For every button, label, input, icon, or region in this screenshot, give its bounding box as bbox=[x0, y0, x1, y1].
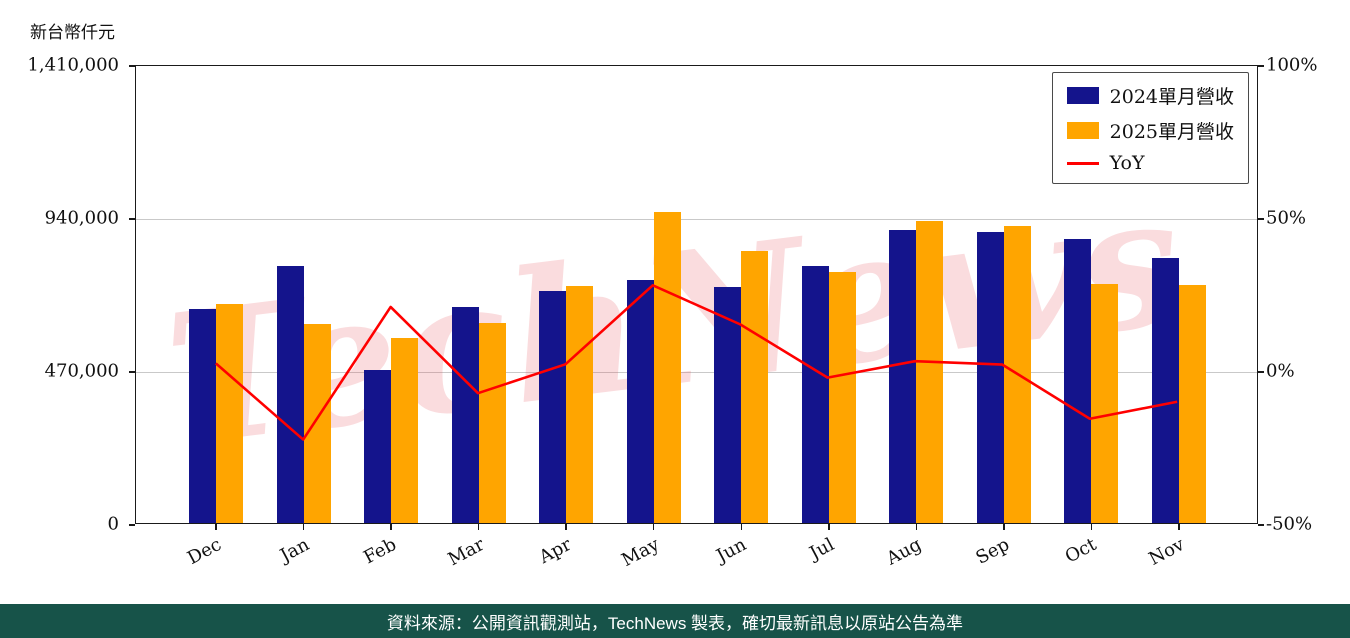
gridline bbox=[136, 219, 1257, 220]
x-label-jul: Jul bbox=[806, 534, 838, 565]
x-tickmark bbox=[1003, 524, 1005, 530]
y-right-tick-label: -50% bbox=[1266, 513, 1313, 535]
legend-label: 2025單月營收 bbox=[1109, 121, 1234, 143]
bar-2024-dec bbox=[189, 309, 216, 523]
x-tickmark bbox=[915, 524, 918, 530]
x-tickmark bbox=[565, 524, 567, 530]
bar-2025-jun bbox=[741, 251, 769, 523]
bar-2024-jul bbox=[801, 266, 829, 523]
x-label-may: May bbox=[617, 534, 663, 572]
legend-line-swatch bbox=[1066, 161, 1099, 165]
bar-2024-mar bbox=[451, 307, 479, 523]
bar-2024-feb bbox=[364, 370, 392, 523]
y-axis-right: -50% 0% 50% 100% bbox=[1266, 55, 1350, 535]
bar-2025-feb bbox=[391, 338, 419, 523]
x-label-jan: Jan bbox=[276, 534, 313, 567]
legend-item: YoY bbox=[1066, 152, 1234, 174]
footer-text: 資料來源：公開資訊觀測站，TechNews 製表，確切最新訊息以原站公告為準 bbox=[386, 613, 964, 633]
x-label-feb: Feb bbox=[360, 534, 400, 569]
x-tickmark bbox=[215, 524, 217, 530]
bar-2025-aug bbox=[916, 220, 944, 523]
bar-2025-jan bbox=[303, 324, 331, 523]
x-tickmark bbox=[828, 524, 830, 530]
x-tickmark bbox=[477, 524, 480, 530]
yoy-line bbox=[215, 284, 1178, 441]
gridlines bbox=[136, 66, 1257, 523]
x-tickmark bbox=[1178, 524, 1180, 530]
y-right-tick-label: 0% bbox=[1266, 360, 1295, 382]
bar-2024-apr bbox=[539, 290, 567, 523]
plot-area: 2024單月營收 2025單月營收 YoY bbox=[129, 65, 1264, 530]
bar-2025-mar bbox=[478, 323, 506, 523]
y-left-tick-label: 0 bbox=[107, 513, 119, 535]
bar-2024-sep bbox=[976, 231, 1004, 523]
x-label-jun: Jun bbox=[713, 534, 751, 567]
y-left-tickmark bbox=[129, 524, 135, 526]
x-tickmark bbox=[390, 524, 392, 530]
bar-2025-apr bbox=[566, 286, 594, 523]
y-left-tickmark bbox=[129, 371, 135, 373]
bar-2025-may bbox=[653, 212, 681, 523]
gridline bbox=[136, 372, 1257, 373]
yoy-line-svg bbox=[215, 284, 1178, 441]
y-right-tickmark bbox=[1258, 371, 1264, 373]
legend-item: 2025單月營收 bbox=[1066, 117, 1234, 144]
y-axis-unit-label: 新台幣仟元 bbox=[30, 23, 115, 43]
x-label-mar: Mar bbox=[444, 534, 488, 571]
x-label-oct: Oct bbox=[1062, 534, 1101, 568]
y-right-tickmark bbox=[1258, 65, 1264, 67]
bar-2024-may bbox=[626, 280, 654, 523]
y-right-tick-label: 100% bbox=[1266, 54, 1318, 76]
x-label-aug: Aug bbox=[883, 534, 926, 570]
y-right-tickmark bbox=[1258, 218, 1264, 220]
legend-label: YoY bbox=[1109, 152, 1145, 174]
y-left-tick-label: 1,410,000 bbox=[27, 54, 119, 76]
legend-item: 2024單月營收 bbox=[1066, 82, 1234, 109]
bar-2024-oct bbox=[1064, 239, 1092, 523]
y-axis-left: 0 470,000 940,000 1,410,000 bbox=[0, 55, 127, 535]
legend-items: 2024單月營收 2025單月營收 YoY bbox=[1066, 82, 1234, 174]
x-label-dec: Dec bbox=[183, 534, 225, 570]
y-right-tickmark bbox=[1258, 524, 1264, 526]
legend-color-swatch bbox=[1066, 122, 1099, 139]
x-tickmark bbox=[1090, 524, 1093, 530]
x-tickmark bbox=[740, 524, 743, 530]
bar-2024-jan bbox=[276, 266, 304, 523]
y-left-tick-label: 940,000 bbox=[44, 207, 119, 229]
bar-2024-nov bbox=[1152, 258, 1179, 523]
y-right-tick-label: 50% bbox=[1266, 207, 1307, 229]
bar-2025-oct bbox=[1091, 284, 1119, 523]
y-left-tickmark bbox=[129, 218, 135, 220]
y-left-tickmark bbox=[129, 65, 135, 67]
x-label-sep: Sep bbox=[972, 534, 1013, 569]
x-label-nov: Nov bbox=[1145, 534, 1188, 570]
x-tickmark bbox=[302, 524, 305, 530]
bar-2025-jul bbox=[828, 272, 856, 523]
x-label-apr: Apr bbox=[535, 534, 576, 569]
y-left-tick-label: 470,000 bbox=[44, 360, 119, 382]
bars-layer bbox=[136, 66, 1257, 523]
legend: 2024單月營收 2025單月營收 YoY bbox=[1051, 72, 1249, 184]
bar-2025-dec bbox=[216, 303, 243, 523]
legend-label: 2024單月營收 bbox=[1109, 86, 1234, 108]
bar-2024-aug bbox=[889, 230, 917, 523]
bar-2025-nov bbox=[1179, 285, 1206, 523]
footer-bar: 資料來源：公開資訊觀測站，TechNews 製表，確切最新訊息以原站公告為準 bbox=[0, 604, 1350, 638]
x-tickmark bbox=[652, 524, 655, 530]
legend-color-swatch bbox=[1066, 87, 1099, 104]
bar-2024-jun bbox=[714, 287, 742, 523]
